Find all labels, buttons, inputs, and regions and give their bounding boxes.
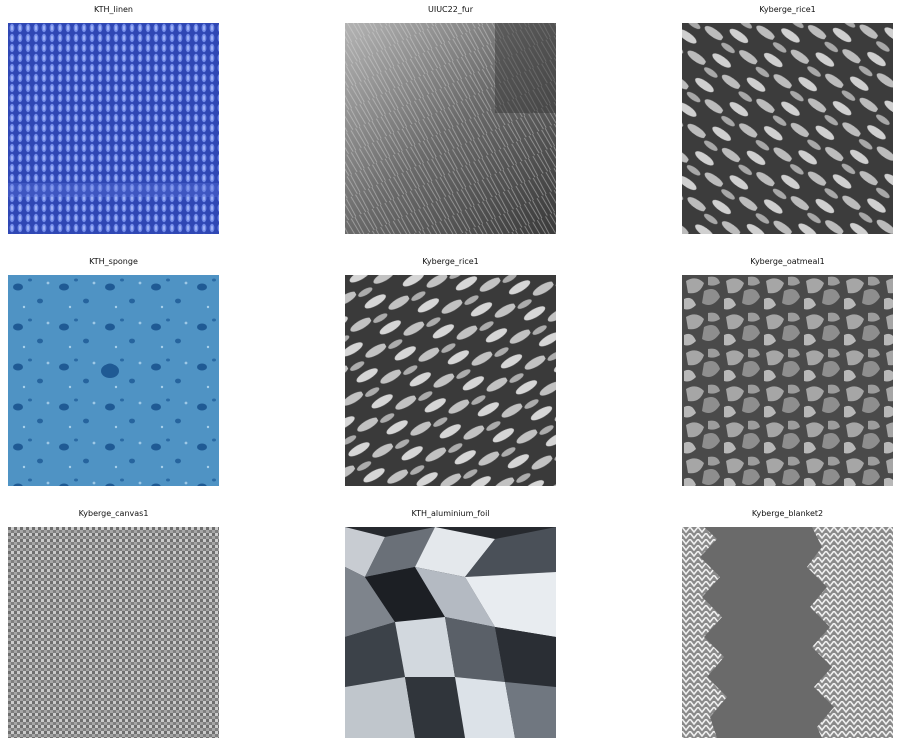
- texture-image: [345, 23, 556, 234]
- panel-title: UIUC22_fur: [427, 5, 473, 14]
- texture-panel: KTH_sponge: [8, 254, 219, 486]
- texture-panel: Kyberge_oatmeal1: [682, 254, 893, 486]
- texture-panel: Kyberge_canvas1: [8, 506, 219, 738]
- panel-title: KTH_sponge: [89, 257, 138, 266]
- panel-title: Kyberge_rice1: [759, 5, 816, 14]
- panel-title: KTH_linen: [93, 5, 134, 14]
- texture-panel: UIUC22_fur: [345, 2, 556, 234]
- panel-title: Kyberge_rice1: [422, 257, 479, 266]
- texture-panel: Kyberge_blanket2: [682, 506, 893, 738]
- texture-image: [682, 275, 893, 486]
- panel-title: Kyberge_oatmeal1: [750, 257, 825, 266]
- texture-image: [682, 527, 893, 738]
- texture-panel: KTH_linen: [8, 2, 219, 234]
- texture-panel: KTH_aluminium_foil: [345, 506, 556, 738]
- texture-image: [8, 275, 219, 486]
- panel-title: Kyberge_blanket2: [751, 509, 824, 518]
- texture-image: [8, 23, 219, 234]
- texture-panel: Kyberge_rice1: [682, 2, 893, 234]
- panel-title: KTH_aluminium_foil: [411, 509, 490, 518]
- texture-image: [345, 527, 556, 738]
- texture-image: [345, 275, 556, 486]
- texture-image: [8, 527, 219, 738]
- texture-image: [682, 23, 893, 234]
- texture-panel: Kyberge_rice1: [345, 254, 556, 486]
- panel-title: Kyberge_canvas1: [78, 509, 149, 518]
